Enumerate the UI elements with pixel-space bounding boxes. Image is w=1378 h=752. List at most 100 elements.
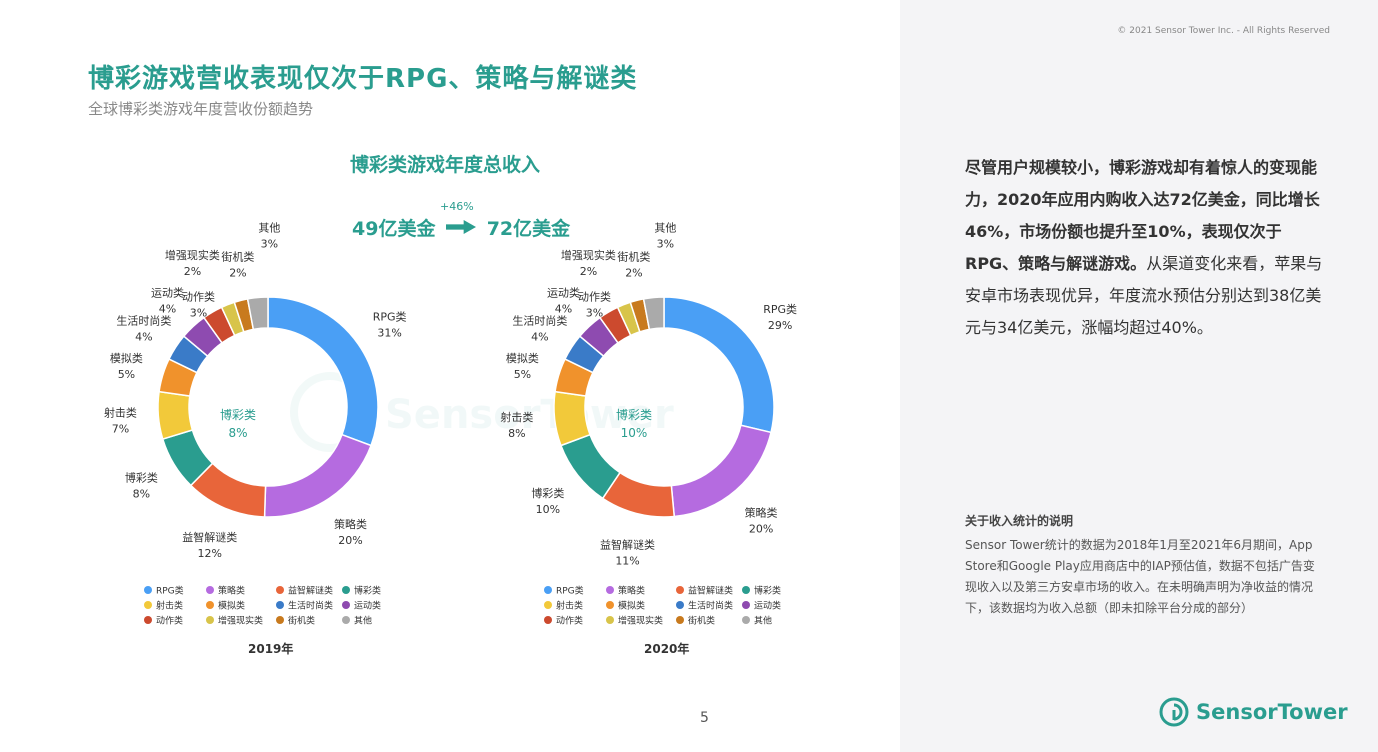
slice-label-RPG类: RPG类 <box>763 302 797 316</box>
slice-label-博彩类: 博彩类 <box>125 471 158 485</box>
legend-swatch-博彩类 <box>342 586 350 594</box>
svg-text:SensorTower: SensorTower <box>385 392 674 438</box>
legend-label-增强现实类: 增强现实类 <box>218 615 263 627</box>
center-label: 博彩类 <box>220 407 256 422</box>
chart-heading: 博彩类游戏年度总收入 <box>350 154 541 176</box>
legend-swatch-射击类 <box>544 601 552 609</box>
main-text-highlight: 尽管用户规模较小，博彩游戏却有着惊人的变现能力，2020年应用内购收入达72亿美… <box>965 158 1320 273</box>
legend-label-博彩类: 博彩类 <box>754 585 781 597</box>
slice-其他 <box>246 296 269 331</box>
legend-swatch-运动类 <box>742 601 750 609</box>
note-body: Sensor Tower统计的数据为2018年1月至2021年6月期间，App … <box>965 538 1315 615</box>
slice-value-模拟类: 5% <box>514 368 531 381</box>
slice-label-模拟类: 模拟类 <box>506 351 539 365</box>
slice-射击类 <box>553 390 591 447</box>
legend-label-其他: 其他 <box>354 615 372 627</box>
slice-射击类 <box>157 390 194 440</box>
legend-label-生活时尚类: 生活时尚类 <box>288 600 333 612</box>
legend-label-策略类: 策略类 <box>618 585 645 597</box>
legend-swatch-其他 <box>342 616 350 624</box>
legend-label-生活时尚类: 生活时尚类 <box>688 600 733 612</box>
brand-name: SensorTower <box>1196 700 1348 724</box>
legend-label-RPG类: RPG类 <box>156 585 184 597</box>
slice-value-RPG类: 31% <box>377 327 401 340</box>
donut-chart-2020: RPG类 29% 策略类 20% 益智解谜类 11% 博彩类 10% 射击类 8% 模拟类 5% 生活时… <box>500 221 797 567</box>
legend-label-运动类: 运动类 <box>754 600 781 612</box>
slice-value-博彩类: 10% <box>536 503 560 516</box>
slice-label-动作类: 动作类 <box>578 290 611 304</box>
slice-RPG类 <box>663 296 775 434</box>
legend-label-模拟类: 模拟类 <box>618 600 645 612</box>
legend-swatch-益智解谜类 <box>676 586 684 594</box>
slice-label-生活时尚类: 生活时尚类 <box>116 313 171 327</box>
legend-label-街机类: 街机类 <box>288 615 315 627</box>
legend-label-动作类: 动作类 <box>156 615 183 627</box>
legend-swatch-RPG类 <box>544 586 552 594</box>
slice-label-博彩类: 博彩类 <box>531 486 564 500</box>
legend-swatch-模拟类 <box>606 601 614 609</box>
slice-label-射击类: 射击类 <box>500 410 533 424</box>
legend-swatch-增强现实类 <box>206 616 214 624</box>
legend-label-博彩类: 博彩类 <box>354 585 381 597</box>
legend-swatch-策略类 <box>206 586 214 594</box>
legend-swatch-动作类 <box>544 616 552 624</box>
growth-percent: +46% <box>440 200 474 213</box>
slice-value-街机类: 2% <box>625 267 642 280</box>
slice-label-策略类: 策略类 <box>334 517 367 531</box>
page-title: 博彩游戏营收表现仅次于RPG、策略与解谜类 <box>88 64 638 94</box>
slice-label-街机类: 街机类 <box>221 250 254 264</box>
legend-label-动作类: 动作类 <box>556 615 583 627</box>
slice-其他 <box>642 296 665 331</box>
legend-swatch-模拟类 <box>206 601 214 609</box>
legend-label-其他: 其他 <box>754 615 772 627</box>
legend-swatch-博彩类 <box>742 586 750 594</box>
slice-RPG类 <box>267 296 379 447</box>
slice-label-运动类: 运动类 <box>547 285 580 299</box>
watermark-logo: SensorTower <box>290 372 674 452</box>
slice-value-射击类: 7% <box>112 422 129 435</box>
legend-label-模拟类: 模拟类 <box>218 600 245 612</box>
sensor-tower-logo-icon <box>1159 697 1189 727</box>
slice-label-其他: 其他 <box>654 221 676 234</box>
growth-to: 72亿美金 <box>486 218 571 240</box>
legend-swatch-生活时尚类 <box>676 601 684 609</box>
legend-swatch-街机类 <box>276 616 284 624</box>
slice-label-RPG类: RPG类 <box>373 310 407 324</box>
legend-swatch-增强现实类 <box>606 616 614 624</box>
legend-swatch-动作类 <box>144 616 152 624</box>
note-title: 关于收入统计的说明 <box>965 514 1074 528</box>
slice-label-动作类: 动作类 <box>182 290 215 304</box>
legend-label-益智解谜类: 益智解谜类 <box>288 585 333 597</box>
growth-from: 49亿美金 <box>352 218 436 240</box>
slice-label-模拟类: 模拟类 <box>110 351 143 365</box>
year-label-2019: 2019年 <box>248 642 294 656</box>
slice-value-生活时尚类: 4% <box>135 330 152 343</box>
legend-swatch-RPG类 <box>144 586 152 594</box>
legend-label-增强现实类: 增强现实类 <box>618 615 663 627</box>
slice-label-益智解谜类: 益智解谜类 <box>182 530 237 544</box>
legend-swatch-益智解谜类 <box>276 586 284 594</box>
slice-value-动作类: 3% <box>190 307 207 320</box>
right-panel <box>900 0 1378 752</box>
slice-label-增强现实类: 增强现实类 <box>561 248 616 262</box>
slice-value-益智解谜类: 11% <box>615 554 639 567</box>
slice-value-其他: 3% <box>657 237 674 250</box>
main-text-body: 从渠道变化来看，苹果与安卓市场表现优异，年度流水预估分别达到38亿美元与34亿美… <box>965 254 1323 337</box>
legend-label-策略类: 策略类 <box>218 585 245 597</box>
center-value: 8% <box>228 426 247 440</box>
slice-value-模拟类: 5% <box>118 368 135 381</box>
slice-value-博彩类: 8% <box>133 488 150 501</box>
slice-label-益智解谜类: 益智解谜类 <box>600 537 655 551</box>
copyright: © 2021 Sensor Tower Inc. - All Rights Re… <box>1117 26 1330 36</box>
center-value: 10% <box>621 426 648 440</box>
donut-chart-2019: RPG类 31% 策略类 20% 益智解谜类 12% 博彩类 8% 射击类 7% 模拟类 5% 生活时尚… <box>104 221 407 560</box>
donut-charts: SensorTower RPG类 31% 策略类 20% 益智解谜类 12% 博彩类 8% 射击… <box>104 221 797 627</box>
slice-label-街机类: 街机类 <box>617 250 650 264</box>
legend-swatch-其他 <box>742 616 750 624</box>
slice-label-增强现实类: 增强现实类 <box>165 248 220 262</box>
arrow-right-icon <box>446 219 477 235</box>
legend-label-街机类: 街机类 <box>688 615 715 627</box>
center-label: 博彩类 <box>616 407 652 422</box>
slice-value-策略类: 20% <box>749 523 773 536</box>
